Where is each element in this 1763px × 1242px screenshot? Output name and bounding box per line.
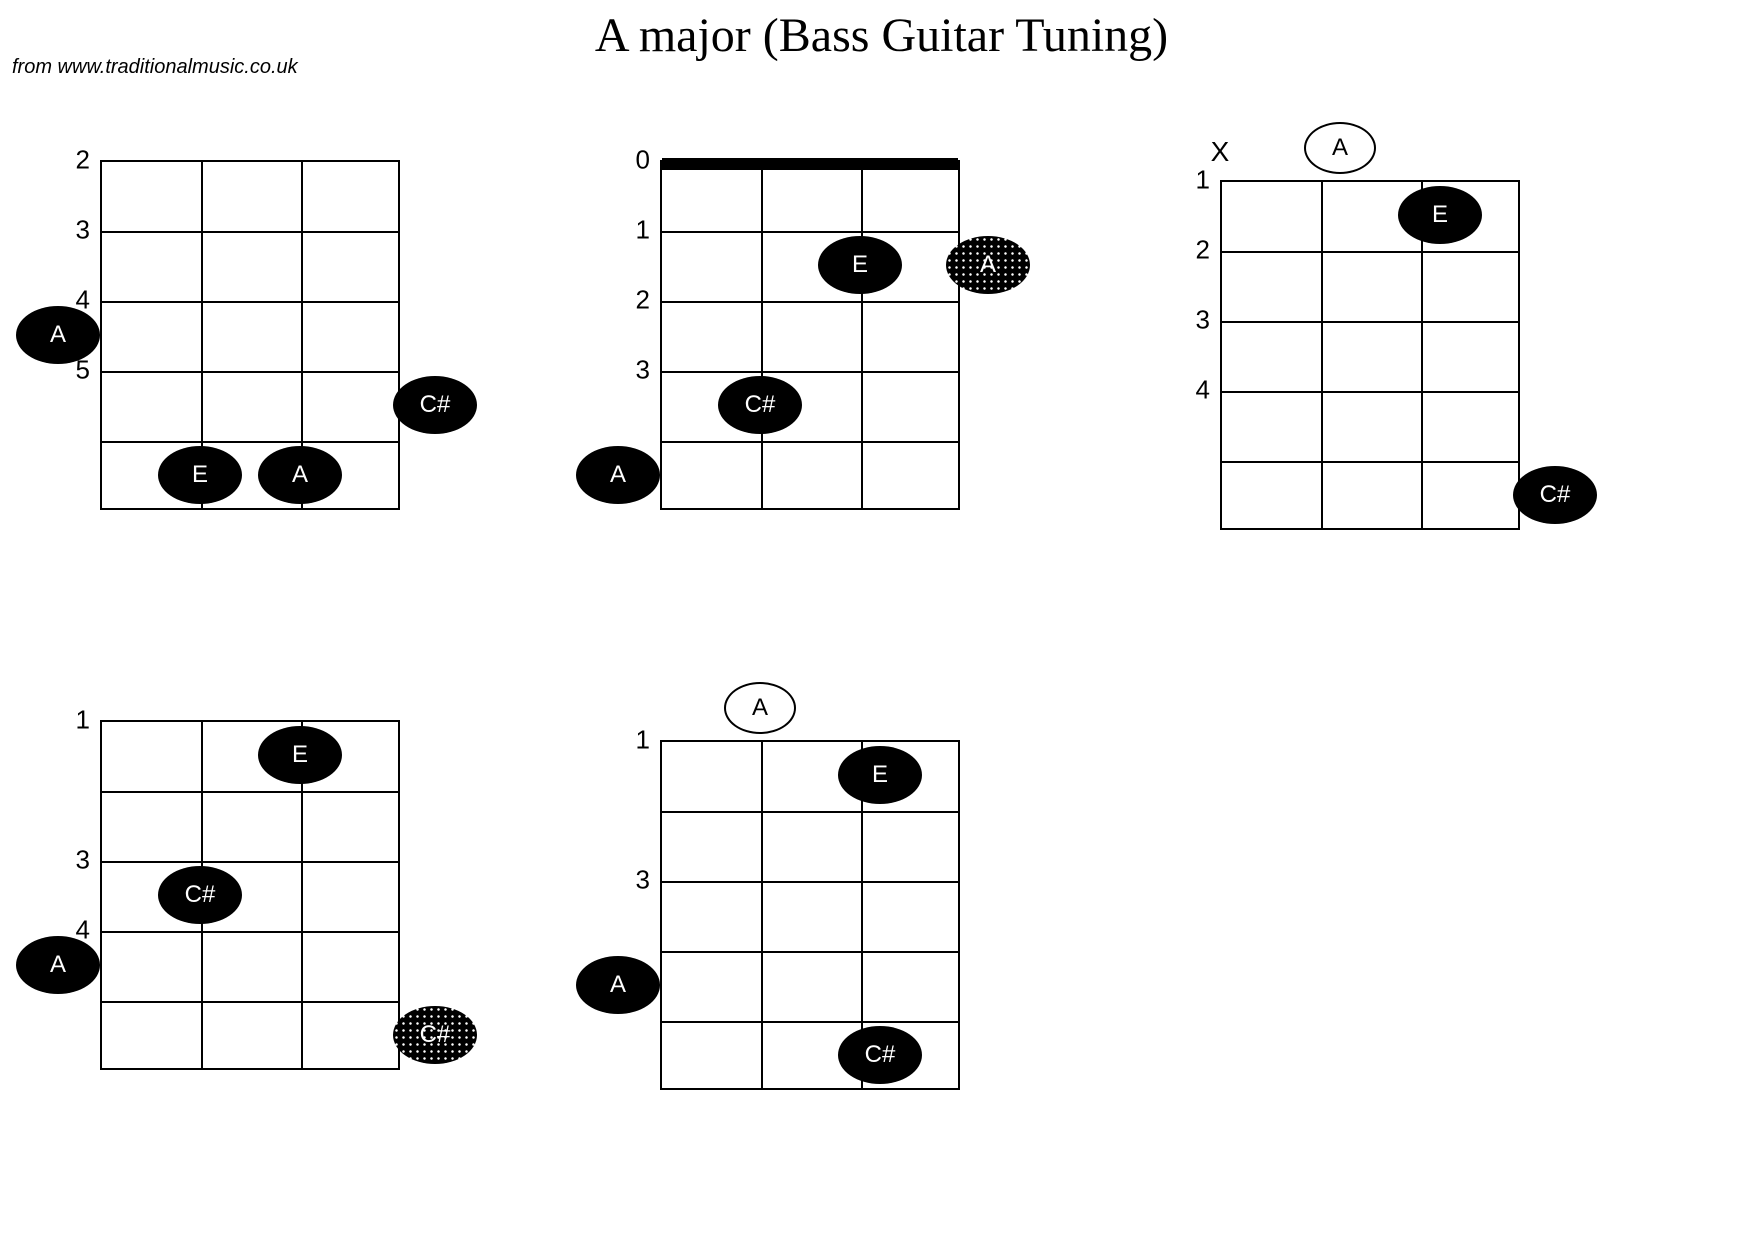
chord-diagram: 2345AEAC#: [40, 120, 600, 680]
fret-marker: C#: [718, 376, 802, 434]
fret-number-label: 3: [636, 355, 650, 386]
fret-number-label: 1: [636, 725, 650, 756]
fret-marker: E: [158, 446, 242, 504]
fret-marker: A: [16, 936, 100, 994]
source-attribution: from www.traditionalmusic.co.uk: [12, 56, 298, 79]
fretboard-grid: [100, 160, 400, 510]
open-string-marker: A: [1304, 122, 1376, 174]
fret-marker: E: [838, 746, 922, 804]
fret-number-label: 1: [1196, 165, 1210, 196]
fretboard-grid: [660, 160, 960, 510]
fret-marker: A: [946, 236, 1030, 294]
chord-diagram: 134AC#EC#: [40, 680, 600, 1240]
fret-marker: E: [818, 236, 902, 294]
open-string-marker: A: [724, 682, 796, 734]
fret-marker: C#: [158, 866, 242, 924]
fret-number-label: 1: [636, 215, 650, 246]
fret-marker: A: [16, 306, 100, 364]
fret-marker: C#: [393, 1006, 477, 1064]
fret-marker: C#: [1513, 466, 1597, 524]
fret-number-label: 4: [1196, 375, 1210, 406]
fret-number-label: 0: [636, 145, 650, 176]
fret-marker: A: [576, 446, 660, 504]
fret-number-label: 2: [1196, 235, 1210, 266]
fret-number-label: 3: [76, 845, 90, 876]
fret-marker: A: [576, 956, 660, 1014]
fret-number-label: 2: [636, 285, 650, 316]
fretboard-grid: [1220, 180, 1520, 530]
nut-bar: [662, 158, 958, 170]
fret-marker: A: [258, 446, 342, 504]
fretboard-grid: [100, 720, 400, 1070]
page-title: A major (Bass Guitar Tuning): [0, 8, 1763, 63]
fret-number-label: 3: [636, 865, 650, 896]
chord-diagram: 0123AC#EA: [600, 120, 1160, 680]
chord-diagram: 13AAEC#: [600, 680, 1160, 1240]
chord-chart-grid: 2345AEAC#0123AC#EA1234AXEC#134AC#EC#13AA…: [0, 120, 1763, 1240]
fret-marker: E: [258, 726, 342, 784]
fret-number-label: 3: [76, 215, 90, 246]
fret-marker: E: [1398, 186, 1482, 244]
fret-marker: C#: [838, 1026, 922, 1084]
fretboard-grid: [660, 740, 960, 1090]
fret-marker: C#: [393, 376, 477, 434]
fret-number-label: 2: [76, 145, 90, 176]
mute-string-marker: X: [1211, 136, 1230, 168]
fret-number-label: 1: [76, 705, 90, 736]
chord-diagram: 1 2 3 4 A X E C#: [1160, 120, 1720, 680]
fret-number-label: 3: [1196, 305, 1210, 336]
